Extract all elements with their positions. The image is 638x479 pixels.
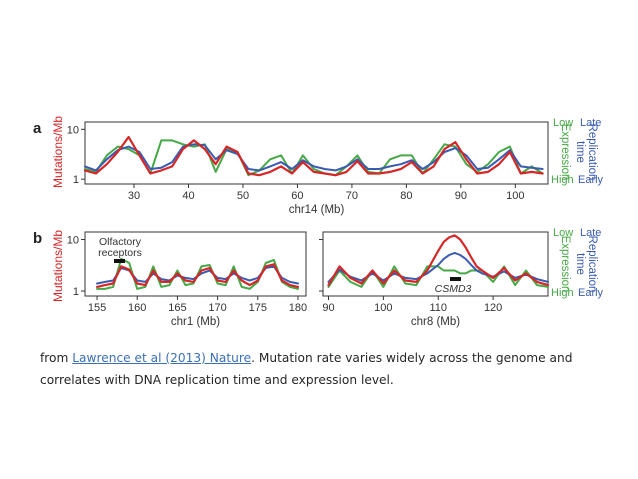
legend-a-replication-early: Early xyxy=(578,174,604,186)
x-tick-label-b1-155: 155 xyxy=(88,302,106,314)
plot-panel-b2: 90 100 110 120 chr8 (Mb) xyxy=(319,234,550,328)
x-tick-label-b1-175: 175 xyxy=(249,302,267,314)
x-tick-label-a-70: 70 xyxy=(346,190,358,202)
panel-letter-b: b xyxy=(33,230,42,247)
x-tick-label-b1-180: 180 xyxy=(289,302,307,314)
x-tick-label-a-40: 40 xyxy=(182,190,194,202)
panel-a-frame xyxy=(84,121,549,185)
panel-letter-a: a xyxy=(33,120,42,137)
plot-panel-b1: 1 10 155 160 165 170 175 180 chr1 (Mb) xyxy=(67,235,307,328)
csmd3-marker xyxy=(450,277,461,281)
legend-b-expression-low: Low xyxy=(553,227,573,239)
x-axis-title-a: chr14 (Mb) xyxy=(289,204,345,216)
series-line-b2-red xyxy=(327,234,550,287)
series-line-b1-red xyxy=(95,263,300,288)
x-tick-label-a-90: 90 xyxy=(455,190,467,202)
legend-b-replication-early: Early xyxy=(578,287,604,299)
annotation-olfactory-line1: Olfactory xyxy=(99,236,142,248)
panel-b2-frame xyxy=(322,231,549,297)
legend-b-replication-title: Replication xyxy=(586,236,598,293)
legend-b-expression-high: High xyxy=(551,287,574,299)
x-tick-label-b2-100: 100 xyxy=(374,302,392,314)
legend-b-expression-title: Expression xyxy=(559,236,571,293)
x-tick-label-b1-160: 160 xyxy=(128,302,146,314)
x-tick-label-b2-110: 110 xyxy=(429,302,447,314)
series-line-a-blue xyxy=(84,143,544,172)
y-axis-title-a: Mutations/Mb xyxy=(51,116,65,188)
legend-a-expression-title: Expression xyxy=(559,124,571,181)
series-line-a-red xyxy=(83,135,544,177)
series-line-b1-green xyxy=(96,257,299,290)
legend-a-replication-title: Replication xyxy=(586,124,598,181)
x-tick-label-a-30: 30 xyxy=(128,190,140,202)
caption: from Lawrence et al (2013) Nature. Mutat… xyxy=(40,347,610,391)
y-tick-label-b1-10: 10 xyxy=(67,235,79,247)
plot-panel-a: 1 10 30 40 50 60 70 80 90 100 chr14 (Mb) xyxy=(67,124,544,216)
series-line-a-green xyxy=(84,139,544,177)
series-line-b2-blue xyxy=(327,251,549,283)
x-tick-label-a-60: 60 xyxy=(291,190,303,202)
panel-b1-frame xyxy=(84,231,307,297)
x-tick-label-a-80: 80 xyxy=(400,190,412,202)
x-tick-label-a-100: 100 xyxy=(506,190,524,202)
annotation-csmd3: CSMD3 xyxy=(435,283,472,295)
legend-a-replication-late: Late xyxy=(580,117,601,129)
legend-b-replication-late: Late xyxy=(580,227,601,239)
annotation-olfactory-line2: receptors xyxy=(98,247,142,259)
x-axis-title-b1: chr1 (Mb) xyxy=(171,316,220,328)
y-tick-label-a-1: 1 xyxy=(73,174,79,186)
caption-prefix: from xyxy=(40,351,73,365)
x-tick-label-b1-165: 165 xyxy=(168,302,186,314)
caption-text: . Mutation rate varies widely across the… xyxy=(40,351,573,387)
x-axis-title-b2: chr8 (Mb) xyxy=(411,316,460,328)
olfactory-marker xyxy=(114,259,125,263)
legend-a-expression-high: High xyxy=(551,174,574,186)
y-tick-label-a-10: 10 xyxy=(67,124,79,136)
y-tick-label-b1-1: 1 xyxy=(73,286,79,298)
x-tick-label-b2-120: 120 xyxy=(484,302,502,314)
x-tick-label-b2-90: 90 xyxy=(322,302,334,314)
legend-b-replication-time: time xyxy=(574,253,586,275)
x-tick-label-b1-170: 170 xyxy=(208,302,226,314)
legend-a-expression-low: Low xyxy=(553,117,573,129)
caption-source-link[interactable]: Lawrence et al (2013) Nature xyxy=(72,351,252,365)
y-axis-title-b: Mutations/Mb xyxy=(51,230,65,302)
x-tick-label-a-50: 50 xyxy=(237,190,249,202)
legend-a-replication-time: time xyxy=(574,141,586,163)
